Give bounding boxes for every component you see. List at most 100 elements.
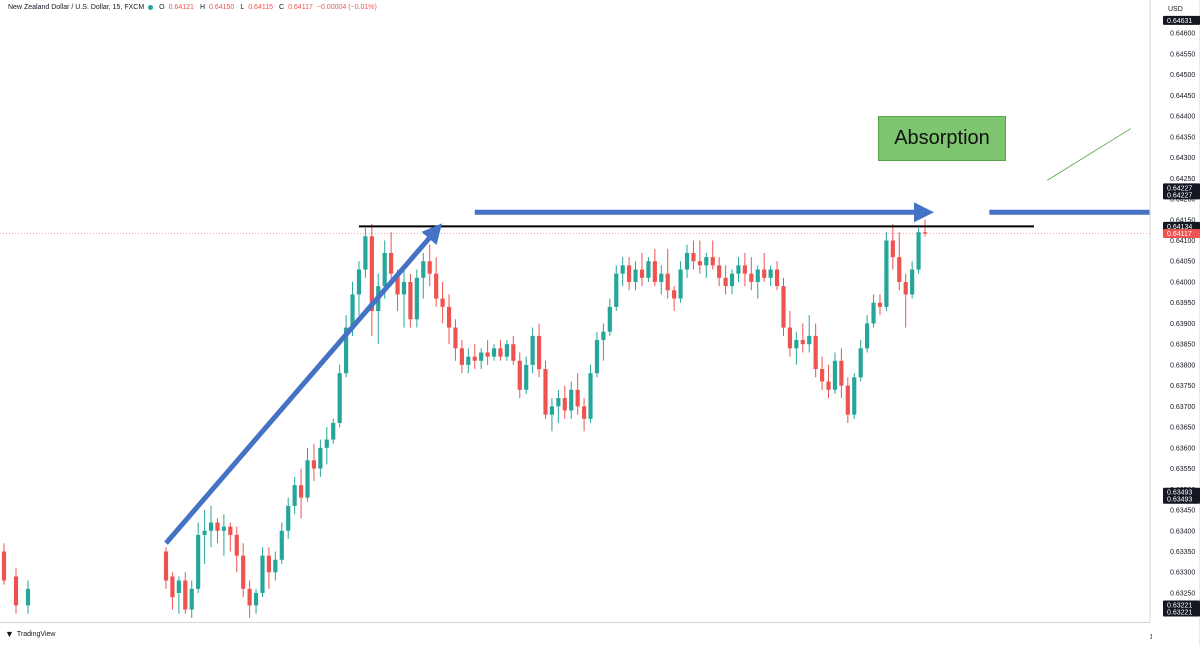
candle-down (781, 286, 786, 328)
candle-down (826, 381, 831, 390)
price-tag-label: 0.64631 (1167, 18, 1192, 25)
candle-up (601, 331, 606, 341)
low-label: L (240, 4, 245, 11)
price-tag (1163, 228, 1200, 238)
candle-up (916, 232, 921, 270)
trend-arrow[interactable] (164, 223, 443, 545)
candle-up (382, 252, 387, 287)
candle-up (253, 592, 259, 606)
candle-down (762, 269, 767, 278)
candle-up (260, 555, 265, 593)
candle-down (215, 522, 220, 531)
candle-up (865, 323, 870, 349)
annotation-pointer (1047, 128, 1132, 181)
candle-down (710, 257, 715, 266)
price-tag-label: 0.64227 (1167, 192, 1192, 199)
candle-down (787, 327, 793, 349)
candle-down (742, 265, 747, 274)
candle-up (479, 352, 484, 361)
candle-up (466, 356, 471, 365)
candle-up (491, 348, 497, 357)
tradingview-branding[interactable]: ▼ TradingView (5, 629, 55, 639)
y-tick-label: 0.64000 (1170, 279, 1195, 286)
candle-down (665, 273, 670, 291)
candle-up (659, 273, 664, 282)
candle-up (884, 240, 889, 307)
y-tick-label: 0.64500 (1170, 72, 1195, 79)
candle-up (504, 344, 509, 357)
candle-up (858, 348, 863, 378)
absorption-annotation[interactable]: Absorption (878, 116, 1006, 161)
candle-down (485, 352, 490, 357)
candle-up (633, 269, 638, 282)
candle-down (890, 240, 895, 258)
market-status-dot (148, 5, 154, 10)
candle-down (691, 252, 696, 262)
time-axis-strip (0, 622, 1150, 647)
price-tag-label: 0.64134 (1167, 224, 1192, 231)
candle-up (755, 269, 760, 282)
candle-down (536, 335, 542, 370)
candle-up (208, 522, 214, 531)
candle-up (614, 273, 619, 307)
y-tick-label: 0.63900 (1170, 321, 1195, 328)
tradingview-name: TradingView (16, 630, 56, 638)
candle-up (607, 306, 612, 332)
candle-up (530, 335, 535, 365)
candle-up (202, 530, 207, 535)
candle-down (627, 265, 632, 282)
candle-down (723, 277, 728, 287)
candle-down (839, 360, 844, 386)
y-tick-label: 0.63450 (1170, 508, 1195, 515)
y-tick-label: 0.63250 (1170, 590, 1195, 597)
candle-down (672, 290, 677, 299)
candle-down (247, 588, 252, 606)
price-tag (1163, 600, 1200, 617)
y-tick-label: 0.63700 (1170, 404, 1195, 411)
price-axis[interactable]: USD 0.63250 0.63300 0.63350 0.63400 0.63450 0.… (1149, 0, 1200, 646)
candle-up (414, 277, 419, 320)
candle-down (395, 273, 400, 295)
candles-layer (1, 219, 928, 618)
symbol-title[interactable]: New Zealand Dollar / U.S. Dollar, 15, FX… (8, 4, 145, 11)
candle-up (852, 377, 857, 415)
y-tick-label: 0.63350 (1170, 549, 1195, 556)
candle-down (369, 236, 374, 311)
y-tick-label: 0.64400 (1170, 114, 1195, 121)
candle-down (389, 252, 394, 274)
candle-down (434, 273, 439, 299)
candle-up (684, 252, 690, 270)
y-tick-label: 0.63550 (1170, 466, 1195, 473)
candle-up (279, 530, 284, 560)
open-label: O (159, 4, 165, 11)
candle-up (594, 340, 600, 374)
y-tick-label: 0.64300 (1170, 155, 1195, 162)
candle-down (453, 327, 458, 349)
candle-up (549, 406, 555, 415)
candle-up (189, 588, 194, 610)
candle-up (344, 327, 349, 374)
candle-up (768, 269, 773, 278)
candle-down (877, 302, 883, 307)
candle-down (639, 269, 645, 278)
candle-down (170, 576, 175, 598)
price-tag (1163, 487, 1200, 504)
high-value: 0.64150 (209, 4, 235, 11)
candle-down (749, 273, 754, 282)
candle-down (582, 406, 587, 419)
candle-up (331, 422, 336, 440)
candle-up (318, 447, 323, 469)
y-tick-label: 0.63650 (1170, 425, 1195, 432)
candle-down (922, 232, 928, 234)
price-tag-label: 0.63493 (1167, 490, 1192, 497)
drawings-layer[interactable] (164, 128, 1200, 545)
candle-up (221, 526, 226, 531)
candle-up (421, 261, 426, 278)
y-tick-label: 0.64550 (1170, 51, 1195, 58)
candle-down (163, 551, 169, 581)
candle-down (903, 281, 908, 295)
candle-up (620, 265, 625, 274)
candle-down (652, 261, 657, 282)
candle-down (845, 385, 850, 415)
